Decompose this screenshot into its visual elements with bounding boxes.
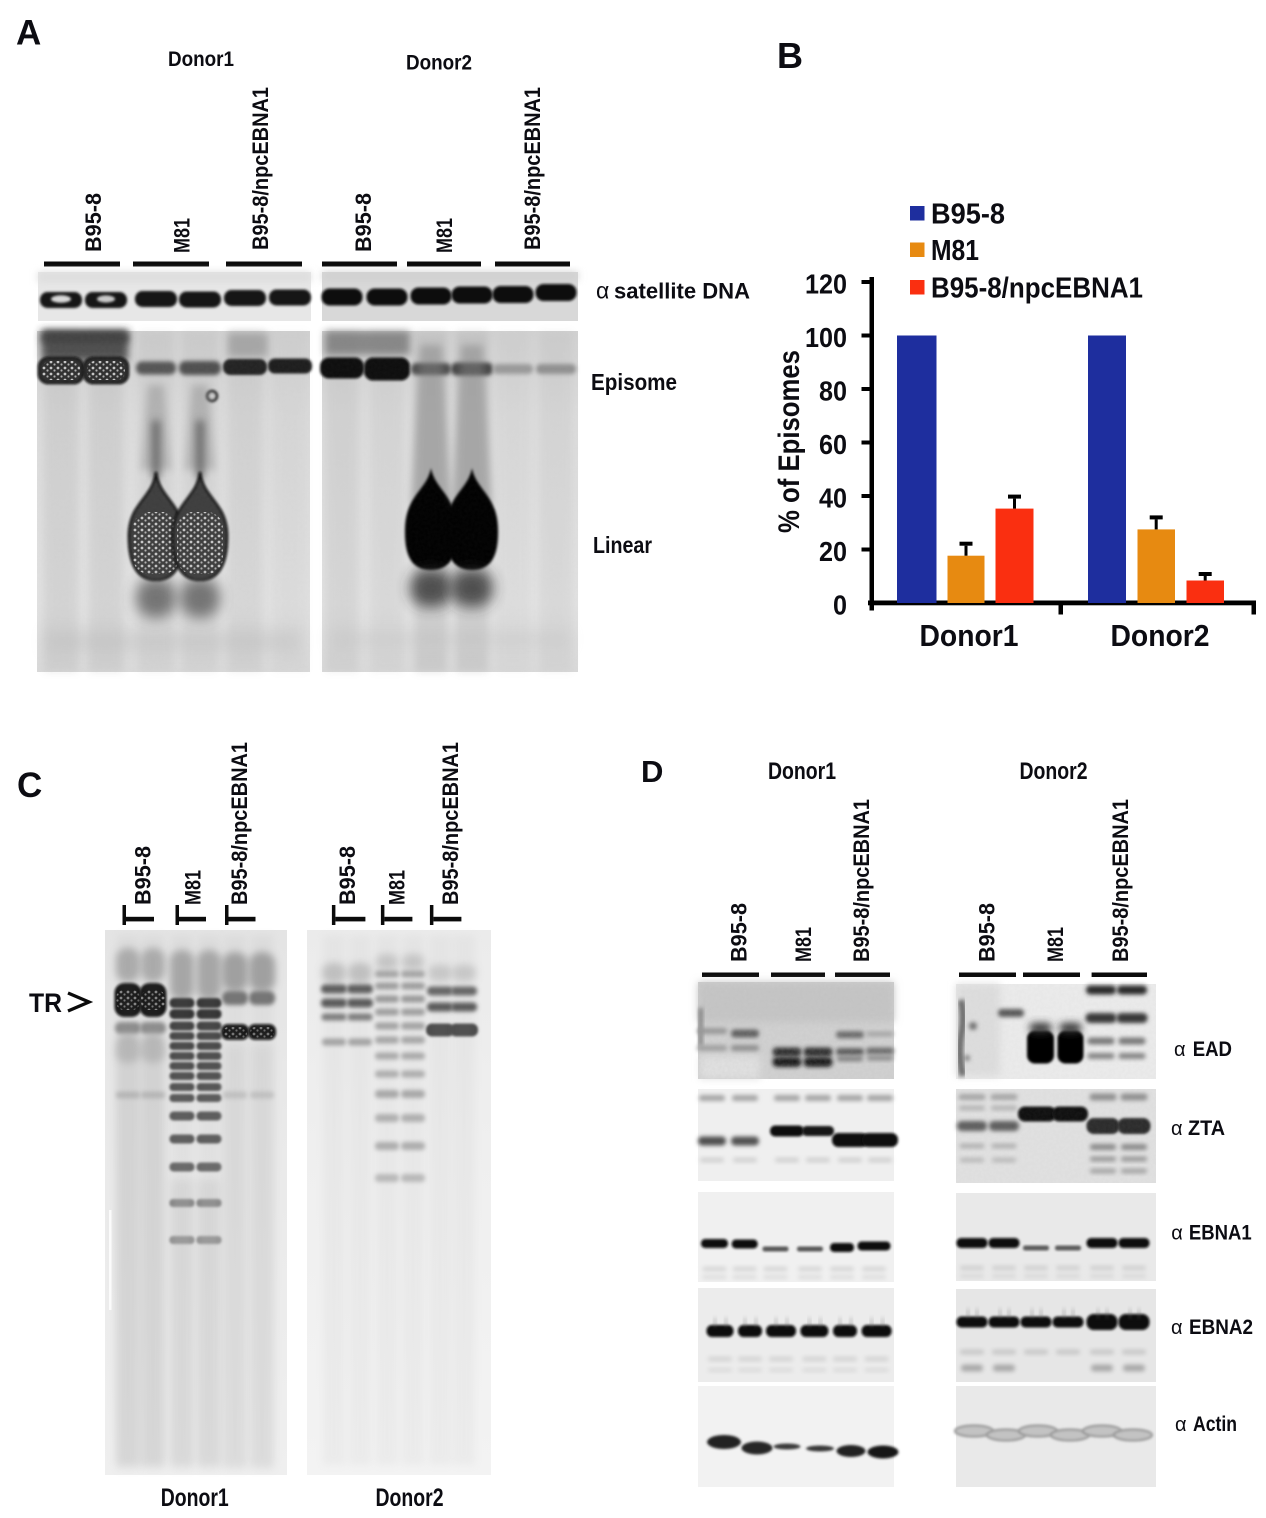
svg-text:B95-8: B95-8 xyxy=(975,903,1000,962)
svg-text:M81: M81 xyxy=(385,870,410,905)
svg-text:α: α xyxy=(596,277,609,303)
svg-text:B95-8/npcEBNA1: B95-8/npcEBNA1 xyxy=(520,87,545,250)
svg-text:B95-8/npcEBNA1: B95-8/npcEBNA1 xyxy=(1108,799,1133,962)
svg-text:satellite DNA: satellite DNA xyxy=(614,278,750,303)
svg-text:Donor2: Donor2 xyxy=(376,1484,444,1512)
svg-text:B95-8: B95-8 xyxy=(81,193,106,252)
svg-text:α: α xyxy=(1171,1118,1183,1140)
svg-text:B95-8/npcEBNA1: B95-8/npcEBNA1 xyxy=(248,87,273,250)
svg-text:0: 0 xyxy=(833,590,847,621)
svg-text:B95-8: B95-8 xyxy=(351,193,376,252)
svg-text:Actin: Actin xyxy=(1193,1413,1237,1436)
svg-text:60: 60 xyxy=(819,429,847,460)
svg-text:B95-8: B95-8 xyxy=(131,846,156,905)
svg-text:EAD: EAD xyxy=(1193,1038,1232,1061)
svg-text:Donor2: Donor2 xyxy=(1111,618,1210,653)
svg-text:M81: M81 xyxy=(1043,927,1068,962)
svg-text:B95-8/npcEBNA1: B95-8/npcEBNA1 xyxy=(227,742,252,905)
svg-text:M81: M81 xyxy=(170,218,195,253)
svg-text:A: A xyxy=(16,14,41,53)
svg-text:B95-8: B95-8 xyxy=(727,903,752,962)
svg-text:B95-8: B95-8 xyxy=(931,199,1005,231)
svg-text:M81: M81 xyxy=(432,218,457,253)
svg-text:EBNA2: EBNA2 xyxy=(1189,1316,1253,1339)
svg-text:TR: TR xyxy=(29,988,62,1018)
svg-text:Donor1: Donor1 xyxy=(768,758,836,785)
svg-text:120: 120 xyxy=(805,269,847,300)
svg-text:100: 100 xyxy=(805,322,847,353)
svg-text:Episome: Episome xyxy=(591,369,677,395)
svg-text:M81: M81 xyxy=(791,927,816,962)
svg-text:α: α xyxy=(1175,1414,1187,1436)
svg-text:ZTA: ZTA xyxy=(1188,1117,1225,1140)
svg-text:α: α xyxy=(1171,1317,1183,1339)
svg-text:40: 40 xyxy=(819,483,847,514)
svg-text:Linear: Linear xyxy=(593,532,652,558)
svg-text:Donor2: Donor2 xyxy=(406,52,472,75)
svg-text:% of Episomes: % of Episomes xyxy=(773,350,806,533)
svg-text:B95-8/npcEBNA1: B95-8/npcEBNA1 xyxy=(849,799,874,962)
svg-text:B95-8/npcEBNA1: B95-8/npcEBNA1 xyxy=(931,273,1143,305)
svg-text:20: 20 xyxy=(819,536,847,567)
svg-text:C: C xyxy=(17,766,42,805)
svg-text:M81: M81 xyxy=(931,235,979,267)
svg-text:B95-8/npcEBNA1: B95-8/npcEBNA1 xyxy=(438,742,463,905)
svg-text:α: α xyxy=(1171,1223,1183,1245)
svg-text:B95-8: B95-8 xyxy=(335,846,360,905)
svg-text:B: B xyxy=(777,35,803,76)
svg-text:α: α xyxy=(1174,1039,1186,1061)
svg-text:Donor1: Donor1 xyxy=(168,48,234,71)
svg-text:80: 80 xyxy=(819,376,847,407)
svg-text:D: D xyxy=(641,754,663,789)
svg-text:Donor2: Donor2 xyxy=(1020,758,1088,785)
svg-text:EBNA1: EBNA1 xyxy=(1189,1222,1252,1245)
svg-text:Donor1: Donor1 xyxy=(161,1484,229,1512)
svg-text:M81: M81 xyxy=(181,870,206,905)
svg-text:Donor1: Donor1 xyxy=(920,618,1019,653)
